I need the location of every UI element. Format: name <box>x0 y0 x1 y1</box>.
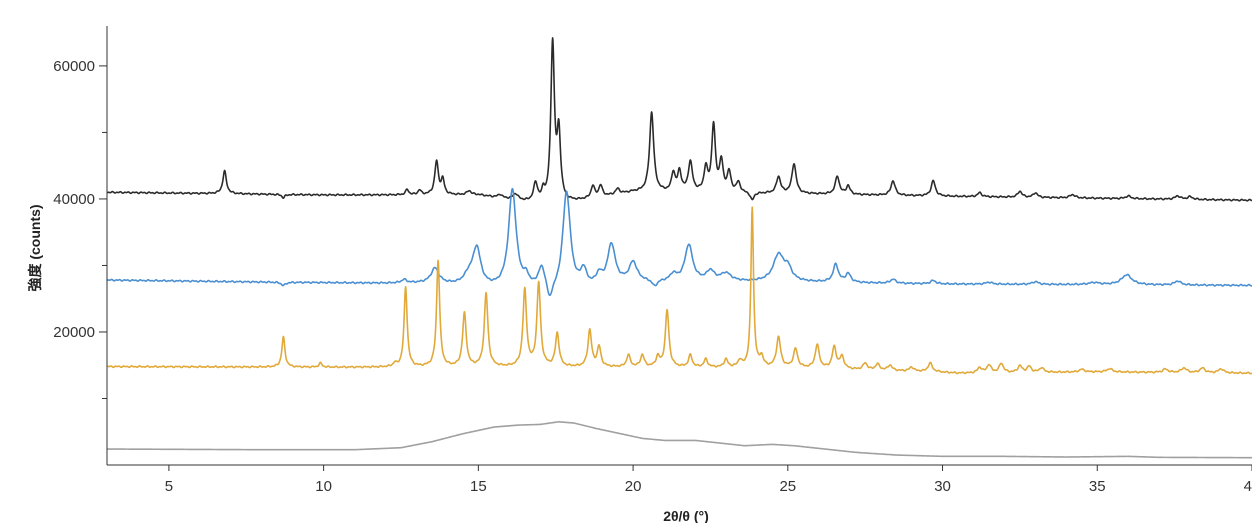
y-tick-label: 40000 <box>53 191 95 208</box>
x-tick-label: 20 <box>625 478 642 495</box>
x-tick-label: 30 <box>934 478 951 495</box>
x-tick-label: 35 <box>1089 478 1106 495</box>
x-ticks: 5 10 15 20 25 30 35 40 <box>165 465 1252 495</box>
y-tick-label: 20000 <box>53 324 95 341</box>
plot-area <box>106 37 1252 459</box>
series-line-3 <box>106 206 1252 375</box>
x-tick-label: 10 <box>315 478 332 495</box>
x-tick-label: 40 <box>1244 478 1252 495</box>
x-tick-label: 5 <box>165 478 173 495</box>
x-axis-title: 2θ/θ (°) <box>663 508 709 523</box>
y-tick-label: 60000 <box>53 58 95 75</box>
y-axis-title: 強度 (counts) <box>27 204 43 291</box>
series-line-1 <box>106 37 1252 202</box>
series-line-4 <box>107 420 1252 459</box>
x-tick-label: 25 <box>779 478 796 495</box>
y-ticks: 20000 40000 60000 <box>53 58 107 399</box>
x-tick-label: 15 <box>470 478 487 495</box>
series-line-2 <box>106 187 1252 297</box>
